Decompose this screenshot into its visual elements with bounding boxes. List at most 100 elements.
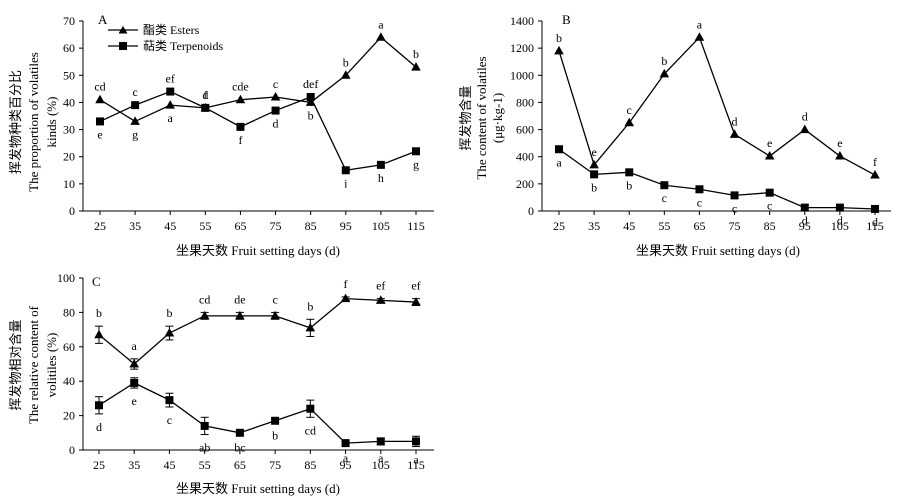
panel-b-terpenoids-point	[625, 168, 634, 177]
panel-b-esters-point	[659, 68, 670, 78]
panel-b-terpenoids-point	[871, 204, 879, 213]
panel-c-terpenoids-point	[376, 437, 385, 446]
panel-c-y-tick-label: 40	[63, 374, 75, 388]
panel-a-esters-letter: cde	[232, 80, 249, 94]
panel-c-terpenoids-letter: d	[96, 420, 102, 434]
panel-b-x-tick-label: 55	[658, 219, 670, 233]
panel-a-xlabel: 坐果天数 Fruit setting days (d)	[176, 243, 340, 258]
panel-a-letter: A	[98, 12, 108, 27]
panel-a-ylabel-line3: kinds (%)	[44, 97, 59, 148]
panel-a-y-tick-label: 70	[63, 14, 75, 28]
panel-c-terpenoids-letter: bc	[234, 441, 245, 455]
panel-b-xlabel: 坐果天数 Fruit setting days (d)	[636, 243, 800, 258]
panel-b-terpenoids-point	[730, 191, 739, 200]
panel-b-y-tick-label: 0	[528, 204, 534, 218]
panel-a-esters-letter: b	[343, 55, 349, 69]
panel-b-terpenoids-point	[835, 203, 844, 212]
panel-c-y-tick-label: 20	[63, 409, 75, 423]
panel-b-esters-letter: e	[767, 136, 772, 150]
panel-c-y-tick-label: 60	[63, 340, 75, 354]
panel-a-terpenoids-point	[306, 93, 315, 101]
panel-c-esters-point	[164, 328, 175, 337]
panel-c-terpenoids-point	[235, 428, 244, 437]
panel-c-terpenoids-point	[341, 439, 350, 448]
panel-b-ylabel-line3: (μg·kg-1)	[490, 93, 505, 143]
panel-b-y-tick-label: 800	[516, 95, 534, 109]
panel-c-x-tick-label: 65	[234, 458, 246, 472]
panel-b-terpenoids-letter: b	[591, 180, 597, 194]
panel-b-x-tick-label: 35	[588, 219, 600, 233]
panel-a-esters-letter: b	[308, 108, 314, 122]
panel-b-esters-letter: e	[591, 145, 596, 159]
panel-b-esters-point	[764, 151, 775, 160]
legend-esters-label: 酯类 Esters	[143, 23, 200, 37]
panel-c-esters-point	[199, 310, 210, 320]
panel-a-terpenoids-letter: h	[378, 171, 384, 185]
panel-c-ylabel-line1: 挥发物相对含量	[8, 319, 23, 410]
panel-c-x-tick-label: 55	[199, 458, 211, 472]
panel-a-terpenoids-letter: d	[273, 117, 279, 131]
panel-c-x-tick-label: 105	[372, 458, 390, 472]
panel-b-y-tick-label: 1000	[510, 68, 534, 82]
panel-b-esters-point	[624, 117, 635, 127]
panel-c-esters-letter: ef	[411, 279, 420, 293]
panel-c-terpenoids-letter: a	[343, 451, 349, 465]
panel-b-y-tick-label: 200	[516, 177, 534, 191]
panel-b-terpenoids-point	[765, 188, 774, 197]
panel-a-x-tick-label: 35	[129, 219, 141, 233]
panel-c-esters-point	[305, 322, 316, 332]
panel-b-x-tick-label: 65	[693, 219, 705, 233]
panel-a-terpenoids-point	[271, 106, 280, 115]
panel-b-x-tick-label: 75	[729, 219, 741, 233]
panel-c-esters-point	[270, 310, 280, 320]
panel-b-esters-point	[870, 170, 880, 179]
panel-a-terpenoids-letter: f	[238, 133, 242, 147]
panel-c-esters-letter: b	[307, 299, 313, 313]
panel-a-esters-point	[270, 92, 281, 101]
panel-c-ylabel-line3: volitiles (%)	[44, 333, 59, 398]
panel-a-terpenoids-letter: d	[202, 88, 208, 102]
panel-b-terpenoids-letter: c	[767, 199, 772, 213]
panel-b-x-tick-label: 25	[553, 219, 565, 233]
panel-a-terpenoids-point	[166, 87, 175, 96]
panel-b-esters-point	[799, 124, 810, 134]
legend-terpenoids-marker	[119, 42, 127, 50]
legend: 酯类 Esters 萜类 Terpenoids	[108, 23, 223, 53]
panel-a-esters-letter: cd	[94, 80, 105, 94]
panel-c-terpenoids-letter: b	[272, 428, 278, 442]
panel-c-y-tick-label: 100	[57, 271, 75, 285]
panel-b-terpenoids-point	[555, 145, 563, 154]
panel-a-y-tick-label: 10	[63, 177, 75, 191]
panel-c-esters-point	[411, 297, 421, 306]
panel-b-y-tick-label: 400	[516, 150, 534, 164]
panel-c-terpenoids-point	[200, 421, 209, 430]
panel-c-terpenoids-line	[98, 382, 416, 444]
panel-b-esters-point	[729, 129, 740, 138]
panel-b-esters-letter: d	[802, 110, 808, 124]
panel-b-ylabel-line2: The content of volatiles	[474, 56, 489, 179]
panel-a-x-tick-label: 75	[270, 219, 282, 233]
panel-a-x-tick-label: 85	[305, 219, 317, 233]
panel-c-y-tick-label: 80	[63, 305, 75, 319]
panel-c-terpenoids-letter: ab	[199, 441, 210, 455]
panel-c-terpenoids-point	[95, 401, 103, 410]
panel-a-x-tick-label: 65	[234, 219, 246, 233]
panel-b-x-tick-label: 105	[831, 219, 849, 233]
panel-a-y-tick-label: 20	[63, 150, 75, 164]
panel-b-terpenoids-line	[558, 148, 876, 210]
panel-a-x-tick-label: 115	[407, 219, 425, 233]
panel-c-esters-letter: b	[166, 306, 172, 320]
panel-a: A 挥发物种类百分比 The proportion of volatiles k…	[8, 12, 434, 258]
panel-a-terpenoids-letter: c	[132, 85, 137, 99]
panel-b-esters-letter: b	[661, 54, 667, 68]
panel-b-terpenoids-point	[800, 203, 809, 212]
panel-a-esters-point	[411, 62, 421, 71]
panel-a-y-tick-label: 30	[63, 123, 75, 137]
panel-c-esters-letter: c	[272, 292, 277, 306]
panel-c-x-tick-label: 95	[340, 458, 352, 472]
panel-a-terpenoids-letter: def	[303, 77, 318, 91]
panel-a-x-tick-label: 45	[164, 219, 176, 233]
panel-a-terpenoids-point	[131, 101, 140, 110]
panel-b-terpenoids-letter: c	[662, 191, 667, 205]
